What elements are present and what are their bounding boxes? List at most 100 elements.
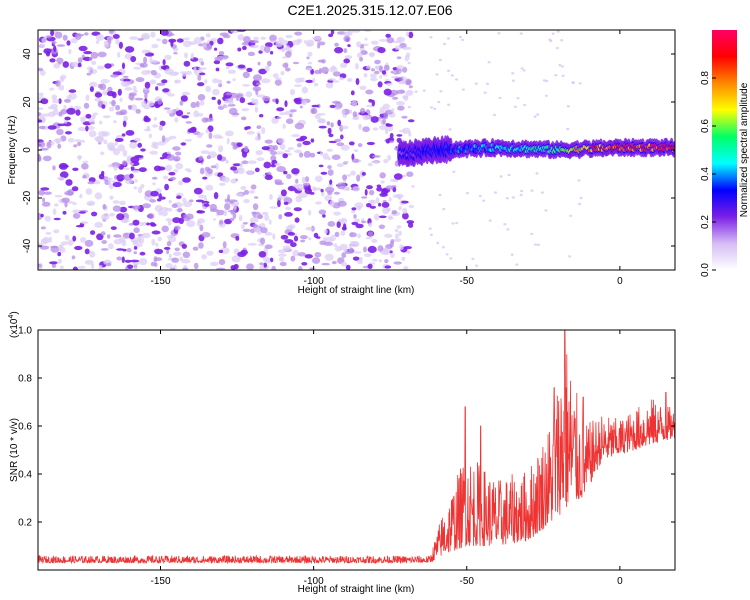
- spectrogram-cell: [72, 167, 79, 171]
- spectrogram-cell: [285, 50, 292, 58]
- spectrogram-cell: [95, 40, 100, 44]
- spectrogram-y-tick-label: 20: [22, 96, 33, 108]
- spectrogram-cell: [118, 41, 123, 49]
- spectrogram-cell: [357, 52, 363, 58]
- spectrogram-cell: [117, 88, 122, 96]
- spectrogram-cell: [225, 66, 230, 70]
- spectrogram-cell: [513, 105, 517, 109]
- spectrogram-cell: [398, 206, 402, 211]
- spectrogram-cell: [362, 126, 370, 133]
- spectrogram-cell: [80, 237, 87, 243]
- spectrogram-cell: [298, 192, 308, 198]
- spectrogram-cell: [383, 88, 392, 96]
- spectrogram-cell: [77, 155, 81, 161]
- spectrogram-cell: [103, 139, 108, 145]
- spectrogram-cell: [44, 215, 51, 222]
- spectrogram-cell: [520, 67, 524, 70]
- spectrogram-cell: [461, 38, 465, 42]
- spectrogram-cell: [130, 162, 134, 166]
- spectrogram-cell: [94, 97, 101, 102]
- spectrogram-cell: [321, 66, 329, 74]
- spectrogram-cell: [89, 250, 96, 258]
- spectrogram-cell: [347, 44, 351, 48]
- spectrogram-cell: [396, 134, 403, 137]
- spectrogram-cell: [343, 35, 351, 43]
- spectrogram-cell: [175, 162, 184, 170]
- spectrogram-cell: [280, 234, 289, 240]
- spectrogram-cell: [422, 89, 426, 92]
- spectrogram-cell: [268, 219, 272, 225]
- spectrogram-cell: [232, 112, 240, 116]
- spectrogram-cell: [293, 235, 299, 242]
- spectrogram-cell: [205, 33, 211, 38]
- spectrogram-cell: [226, 137, 230, 145]
- spectrogram-cell: [362, 114, 370, 121]
- spectrogram-cell: [351, 158, 360, 163]
- spectrogram-cell: [287, 147, 295, 150]
- spectrogram-cell: [399, 77, 404, 81]
- spectrogram-x-tick-label: -100: [304, 276, 324, 287]
- spectrogram-cell: [110, 74, 119, 78]
- spectrogram-cell: [112, 34, 120, 39]
- spectrogram-cell: [329, 199, 335, 207]
- spectrogram-cell: [104, 63, 112, 69]
- spectrogram-cell: [325, 186, 335, 193]
- spectrogram-cell: [406, 220, 415, 224]
- spectrogram-cell: [116, 256, 122, 261]
- spectrogram-cell: [360, 50, 368, 55]
- spectrogram-cell: [394, 45, 402, 51]
- spectrogram-cell: [56, 44, 66, 47]
- spectrogram-y-tick-label: 40: [22, 48, 33, 60]
- spectrogram-cell: [128, 232, 135, 240]
- spectrogram-cell: [71, 255, 76, 260]
- spectrogram-cell: [212, 88, 220, 96]
- spectrogram-cell: [329, 104, 336, 109]
- spectrogram-cell: [237, 64, 246, 69]
- spectrogram-cell: [356, 41, 362, 48]
- spectrogram-cell: [306, 39, 315, 47]
- spectrogram-cell: [324, 229, 328, 234]
- spectrogram-cell: [285, 34, 293, 39]
- spectrogram-cell: [275, 151, 285, 155]
- spectrogram-cell: [534, 243, 538, 246]
- spectrogram-cell: [146, 222, 150, 226]
- spectrogram-cell: [349, 241, 359, 244]
- spectrogram-cell: [154, 248, 164, 255]
- spectrogram-cell: [376, 184, 382, 188]
- spectrogram-cell: [533, 115, 537, 118]
- spectrogram-cell: [87, 126, 95, 130]
- spectrogram-cell: [393, 40, 400, 44]
- spectrogram-cell: [220, 247, 230, 255]
- spectrogram-cell: [140, 148, 146, 152]
- spectrogram-cell: [190, 101, 197, 109]
- spectrogram-cell: [144, 190, 153, 198]
- spectrogram-cell: [215, 67, 220, 72]
- spectrogram-cell: [206, 144, 213, 148]
- spectrogram-cell: [321, 59, 326, 64]
- spectrogram-cell: [94, 92, 103, 98]
- spectrogram-cell: [65, 179, 73, 186]
- spectrogram-cell: [253, 98, 259, 106]
- spectrogram-cell: [315, 175, 323, 183]
- spectrogram-cell: [50, 30, 55, 37]
- colorbar-tick-label: 0.8: [700, 71, 711, 85]
- spectrogram-cell: [251, 97, 255, 104]
- spectrogram-cell: [241, 224, 245, 230]
- spectrogram-cell: [261, 78, 271, 84]
- spectrogram-cell: [77, 62, 82, 68]
- spectrogram-cell: [300, 235, 308, 240]
- spectrogram-cell: [218, 259, 226, 266]
- spectrogram-cell: [151, 59, 158, 64]
- spectrogram-cell: [124, 167, 130, 171]
- colorbar-gradient: [712, 30, 737, 270]
- spectrogram-cell: [294, 77, 302, 83]
- spectrogram-cell: [132, 205, 141, 210]
- spectrogram-cell: [294, 122, 305, 130]
- spectrogram-cell: [336, 221, 341, 229]
- spectrogram-cell: [371, 238, 378, 243]
- spectrogram-cell: [190, 53, 194, 60]
- spectrogram-cell: [458, 35, 462, 39]
- snr-scale-exponent: 4: [8, 315, 15, 319]
- spectrogram-cell: [380, 180, 385, 184]
- spectrogram-cell: [75, 225, 83, 228]
